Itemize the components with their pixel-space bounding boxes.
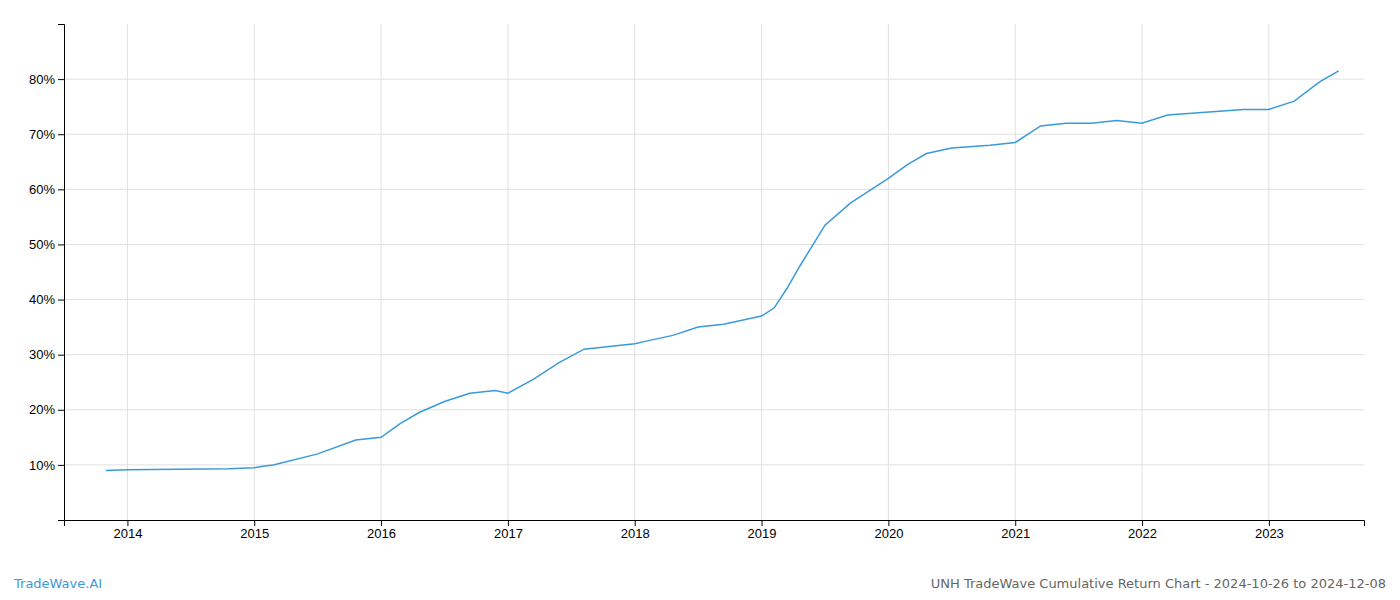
x-axis-line [65, 521, 1365, 527]
grid-line-x [127, 24, 128, 520]
x-tick-label: 2021 [1001, 526, 1030, 541]
y-tick-label: 50% [29, 237, 55, 252]
y-tick-label: 10% [29, 458, 55, 473]
grid-line-x [507, 24, 508, 520]
x-tick: 2019 [748, 520, 777, 541]
grid-line-x [254, 24, 255, 520]
grid-line-y [64, 79, 1364, 80]
y-tick-label: 60% [29, 182, 55, 197]
y-tick-mark [58, 244, 64, 245]
x-tick: 2017 [494, 520, 523, 541]
grid-line-x [888, 24, 889, 520]
x-tick: 2022 [1128, 520, 1157, 541]
x-tick-mark [1142, 520, 1143, 526]
x-tick-mark [381, 520, 382, 526]
chart: 2014 2015 2016 2017 2018 2019 2020 2021 2022 2023… [0, 0, 1400, 600]
x-tick: 2016 [367, 520, 396, 541]
grid-line-x [1268, 24, 1269, 520]
grid-line-y [64, 244, 1364, 245]
y-tick: 50% [29, 237, 64, 252]
y-tick: 60% [29, 182, 64, 197]
x-tick-label: 2016 [367, 526, 396, 541]
x-tick-label: 2017 [494, 526, 523, 541]
y-tick-label: 80% [29, 72, 55, 87]
grid-line-x [381, 24, 382, 520]
title: UNH TradeWave Cumulative Return Chart - … [931, 576, 1386, 591]
y-tick-mark [58, 134, 64, 135]
x-tick-mark [888, 520, 889, 526]
y-tick: 70% [29, 127, 64, 142]
y-tick-mark [58, 465, 64, 466]
x-tick: 2018 [621, 520, 650, 541]
y-tick-label: 20% [29, 402, 55, 417]
x-tick-mark [254, 520, 255, 526]
x-tick-label: 2015 [240, 526, 269, 541]
grid-line-x [1142, 24, 1143, 520]
x-tick-mark [127, 520, 128, 526]
grid-line-y [64, 409, 1364, 410]
x-tick: 2015 [240, 520, 269, 541]
grid [64, 24, 1364, 520]
grid-line-y [64, 189, 1364, 190]
y-axis-line [58, 25, 65, 521]
x-tick-label: 2019 [748, 526, 777, 541]
y-tick-label: 30% [29, 347, 55, 362]
y-tick-mark [58, 410, 64, 411]
x-tick-label: 2014 [113, 526, 142, 541]
grid-line-y [64, 299, 1364, 300]
y-tick-label: 70% [29, 127, 55, 142]
x-tick: 2014 [113, 520, 142, 541]
footer-left: TradeWave.AI [13, 576, 102, 591]
grid-line-y [64, 134, 1364, 135]
grid-line-x [1015, 24, 1016, 520]
grid-line-x [634, 24, 635, 520]
y-tick: 20% [29, 402, 64, 417]
y-tick: 80% [29, 72, 64, 87]
y-tick-mark [58, 355, 64, 356]
y-axis: 10% 20% 30% 40% 50% 60% 70% 80% [29, 25, 65, 521]
x-tick-label: 2018 [621, 526, 650, 541]
x-tick-mark [1015, 520, 1016, 526]
x-axis: 2014 2015 2016 2017 2018 2019 2020 2021 2022 2023 [65, 520, 1365, 541]
line [106, 71, 1339, 471]
x-tick-mark [762, 520, 763, 526]
marks [106, 71, 1339, 471]
y-tick: 30% [29, 347, 64, 362]
x-tick: 2020 [874, 520, 903, 541]
plot: 2014 2015 2016 2017 2018 2019 2020 2021 2022 2023… [29, 24, 1365, 541]
y-tick: 10% [29, 458, 64, 473]
x-tick-label: 2023 [1255, 526, 1284, 541]
y-tick-mark [58, 300, 64, 301]
grid-line-y [64, 354, 1364, 355]
x-tick: 2023 [1255, 520, 1284, 541]
grid-line-x [761, 24, 762, 520]
grid-line-y [64, 464, 1364, 465]
y-tick-label: 40% [29, 292, 55, 307]
x-tick-mark [635, 520, 636, 526]
y-tick-mark [58, 79, 64, 80]
x-tick-mark [1269, 520, 1270, 526]
y-tick-mark [58, 189, 64, 190]
x-tick-label: 2022 [1128, 526, 1157, 541]
x-tick-mark [508, 520, 509, 526]
x-tick-label: 2020 [874, 526, 903, 541]
y-tick: 40% [29, 292, 64, 307]
x-tick: 2021 [1001, 520, 1030, 541]
